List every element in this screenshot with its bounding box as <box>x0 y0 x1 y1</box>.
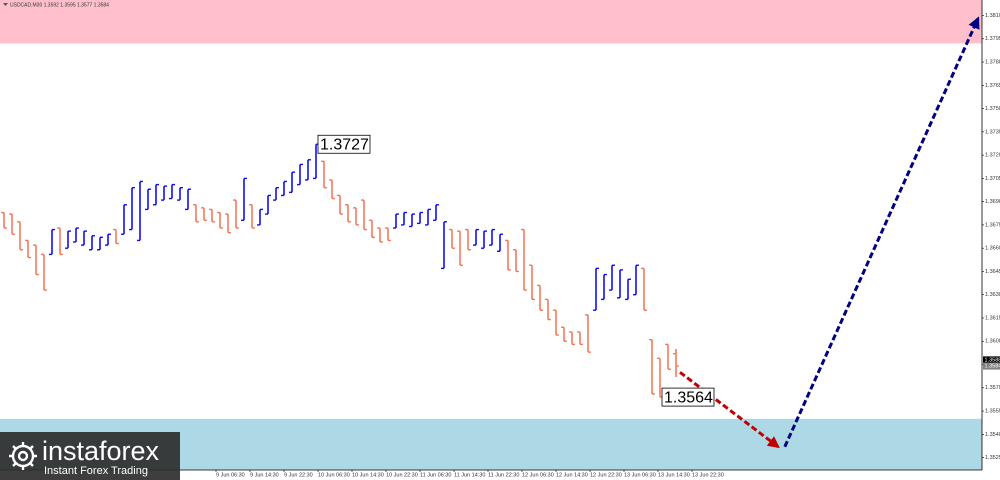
y-tick-label: 1.3555 <box>985 409 1000 415</box>
y-tick-label: 1.3600 <box>985 339 1000 345</box>
logo-box <box>0 432 180 480</box>
x-tick-label: 13 Jun 06:30 <box>624 472 656 478</box>
y-tick-label: 1.3525 <box>985 455 1000 461</box>
logo: instaforex Instant Forex Trading <box>0 432 180 480</box>
logo-name: instaforex <box>42 436 160 466</box>
x-tick-label: 13 Jun 14:30 <box>658 472 690 478</box>
wave-label-box <box>317 134 371 154</box>
price-label: 1.3588 <box>985 357 1000 363</box>
y-tick-label: 1.3660 <box>985 246 1000 252</box>
price-label-box <box>983 362 1000 370</box>
y-tick-label: 1.3720 <box>985 153 1000 159</box>
target-zone <box>0 0 982 44</box>
forecast-arrow <box>679 371 780 449</box>
x-tick-label: 11 Jun 06:30 <box>420 472 451 478</box>
price-label: 1.3584 <box>985 364 1000 370</box>
logo-tagline: Instant Forex Trading <box>44 465 148 477</box>
y-tick-label: 1.3750 <box>985 106 1000 112</box>
x-tick-label: 10 Jun 14:30 <box>352 472 384 478</box>
y-tick-label: 1.3735 <box>985 129 1000 135</box>
wave-label-box <box>661 387 715 407</box>
wave-label: 1.3727 <box>320 136 369 153</box>
x-tick-label: 9 Jun 06:30 <box>216 472 245 478</box>
x-tick-label: 10 Jun 06:30 <box>318 472 350 478</box>
x-tick-label: 12 Jun 14:30 <box>556 472 588 478</box>
forecast-arrow <box>783 16 980 448</box>
logo-icon <box>9 442 37 470</box>
wave-label: 1.3564 <box>664 389 713 406</box>
x-tick-label: 10 Jun 22:30 <box>386 472 418 478</box>
x-tick-label: 9 Jun 22:30 <box>284 472 313 478</box>
price-label-box <box>983 356 1000 364</box>
x-tick-label: 13 Jun 22:30 <box>692 472 724 478</box>
y-tick-label: 1.3615 <box>985 315 1000 321</box>
y-tick-label: 1.3570 <box>985 385 1000 391</box>
y-tick-label: 1.3645 <box>985 269 1000 275</box>
y-tick-label: 1.3675 <box>985 222 1000 228</box>
y-tick-label: 1.3765 <box>985 83 1000 89</box>
y-tick-label: 1.3810 <box>985 13 1000 19</box>
x-tick-label: 11 Jun 14:30 <box>454 472 485 478</box>
menu-triangle[interactable] <box>3 3 8 6</box>
x-tick-label: 12 Jun 06:30 <box>522 472 554 478</box>
symbol-header: USDCAD,M30 1.3592 1.3595 1.3577 1.3584 <box>10 2 109 8</box>
y-tick-label: 1.3540 <box>985 432 1000 438</box>
y-tick-label: 1.3780 <box>985 59 1000 65</box>
y-tick-label: 1.3795 <box>985 36 1000 42</box>
x-tick-label: 11 Jun 22:30 <box>488 472 519 478</box>
y-tick-label: 1.3705 <box>985 176 1000 182</box>
x-tick-label: 12 Jun 22:30 <box>590 472 622 478</box>
x-tick-label: 9 Jun 14:30 <box>250 472 279 478</box>
y-tick-label: 1.3630 <box>985 292 1000 298</box>
y-tick-label: 1.3690 <box>985 199 1000 205</box>
